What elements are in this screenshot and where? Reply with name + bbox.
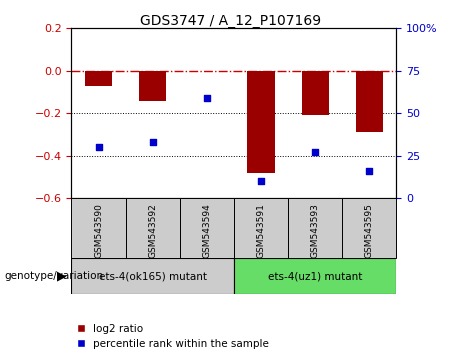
Text: genotype/variation: genotype/variation <box>5 271 104 281</box>
Bar <box>248 71 275 173</box>
Point <box>95 144 102 150</box>
Text: ▶: ▶ <box>57 270 67 282</box>
Point <box>149 139 156 145</box>
Bar <box>234 258 396 294</box>
Point <box>257 178 265 184</box>
Point <box>312 149 319 155</box>
Bar <box>342 198 396 258</box>
Bar <box>71 198 125 258</box>
Bar <box>301 71 329 115</box>
Point <box>366 168 373 174</box>
Text: GSM543595: GSM543595 <box>365 203 374 258</box>
Bar <box>288 198 342 258</box>
Bar <box>139 71 166 101</box>
Text: GSM543591: GSM543591 <box>256 203 266 258</box>
Text: GSM543593: GSM543593 <box>311 203 320 258</box>
Text: ets-4(ok165) mutant: ets-4(ok165) mutant <box>99 271 207 281</box>
Text: GDS3747 / A_12_P107169: GDS3747 / A_12_P107169 <box>140 14 321 28</box>
Point <box>203 95 211 101</box>
Text: ets-4(uz1) mutant: ets-4(uz1) mutant <box>268 271 362 281</box>
Bar <box>85 71 112 86</box>
Bar <box>356 71 383 132</box>
Text: GSM543594: GSM543594 <box>202 203 212 258</box>
Bar <box>180 198 234 258</box>
Bar <box>71 258 234 294</box>
Text: GSM543592: GSM543592 <box>148 203 157 258</box>
Bar <box>125 198 180 258</box>
Text: GSM543590: GSM543590 <box>94 203 103 258</box>
Legend: log2 ratio, percentile rank within the sample: log2 ratio, percentile rank within the s… <box>77 324 269 349</box>
Bar <box>234 198 288 258</box>
